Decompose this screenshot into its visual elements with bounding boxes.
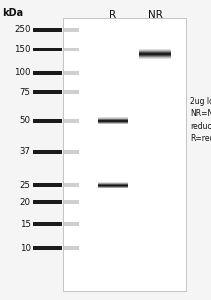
Bar <box>98 182 128 183</box>
Bar <box>98 123 128 124</box>
Bar <box>139 53 171 54</box>
Text: NR: NR <box>148 11 162 20</box>
Text: 37: 37 <box>20 147 31 156</box>
Bar <box>98 185 128 186</box>
Bar <box>139 57 171 58</box>
Text: 25: 25 <box>20 181 31 190</box>
Bar <box>139 54 171 55</box>
Text: 50: 50 <box>20 116 31 125</box>
Text: 10: 10 <box>20 244 31 253</box>
Bar <box>63 28 79 32</box>
Bar <box>139 49 171 50</box>
Text: kDa: kDa <box>2 8 23 18</box>
Bar <box>33 119 62 123</box>
Text: 100: 100 <box>14 68 31 77</box>
Text: 2ug loading
NR=Non-
reduced
R=reduced: 2ug loading NR=Non- reduced R=reduced <box>190 97 211 143</box>
Bar <box>98 123 128 124</box>
Bar <box>98 184 128 185</box>
Bar <box>63 150 79 154</box>
Bar <box>98 187 128 188</box>
Text: 20: 20 <box>20 198 31 207</box>
Bar <box>63 200 79 204</box>
Bar <box>98 118 128 119</box>
Bar <box>139 57 171 58</box>
Bar <box>63 222 79 226</box>
Bar <box>139 51 171 52</box>
Bar <box>98 182 128 183</box>
Bar <box>33 71 62 75</box>
Bar <box>33 200 62 204</box>
Bar <box>98 186 128 187</box>
Bar <box>33 183 62 187</box>
Bar <box>98 185 128 186</box>
Bar <box>139 56 171 57</box>
Bar <box>98 186 128 187</box>
Bar <box>98 184 128 185</box>
Bar <box>98 121 128 122</box>
Bar <box>139 54 171 55</box>
Bar <box>98 121 128 122</box>
Bar <box>63 183 79 187</box>
Bar <box>139 56 171 57</box>
Bar <box>98 118 128 119</box>
Bar <box>139 55 171 56</box>
Bar <box>63 90 79 94</box>
Bar <box>98 183 128 184</box>
Bar <box>63 119 79 123</box>
Bar <box>33 28 62 32</box>
Bar <box>63 18 186 291</box>
Bar <box>33 222 62 226</box>
Bar <box>33 246 62 250</box>
Bar <box>33 90 62 94</box>
Bar <box>98 122 128 123</box>
Bar <box>139 50 171 51</box>
Bar <box>63 71 79 75</box>
Text: 75: 75 <box>20 88 31 97</box>
Bar <box>63 47 79 51</box>
Text: 250: 250 <box>14 26 31 34</box>
Bar <box>139 52 171 53</box>
Bar <box>98 120 128 121</box>
Bar <box>33 47 62 51</box>
Text: 15: 15 <box>20 220 31 229</box>
Bar <box>98 119 128 120</box>
Bar <box>98 120 128 121</box>
Text: R: R <box>109 11 116 20</box>
Bar <box>139 52 171 53</box>
Bar <box>98 183 128 184</box>
Bar <box>139 53 171 54</box>
Bar <box>33 150 62 154</box>
Bar <box>98 117 128 118</box>
Bar <box>98 119 128 120</box>
Text: 150: 150 <box>14 45 31 54</box>
Bar <box>63 246 79 250</box>
Bar <box>98 187 128 188</box>
